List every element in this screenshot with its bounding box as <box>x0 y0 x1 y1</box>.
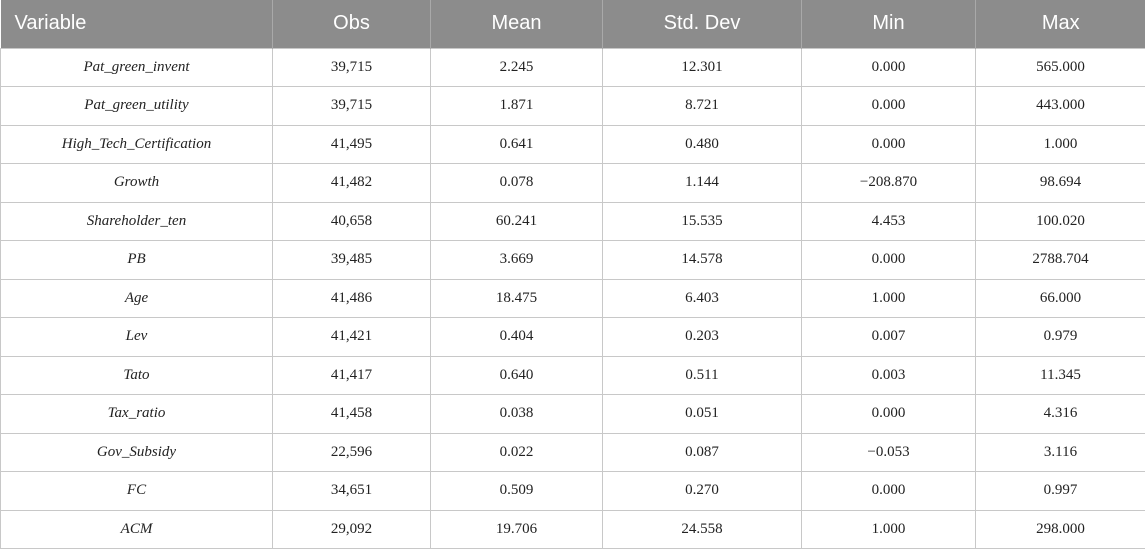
cell-min: 0.007 <box>801 317 976 357</box>
table-row: FC 34,651 0.509 0.270 0.000 0.997 <box>0 471 1145 511</box>
table-row: Age 41,486 18.475 6.403 1.000 66.000 <box>0 278 1145 318</box>
table-row: Pat_green_invent 39,715 2.245 12.301 0.0… <box>0 47 1145 87</box>
cell-mean: 0.641 <box>430 124 603 164</box>
cell-std-dev: 15.535 <box>602 201 802 241</box>
cell-obs: 41,486 <box>272 278 431 318</box>
cell-std-dev: 0.511 <box>602 355 802 395</box>
cell-variable: High_Tech_Certification <box>0 124 273 164</box>
table-row: Shareholder_ten 40,658 60.241 15.535 4.4… <box>0 201 1145 241</box>
table-row: ACM 29,092 19.706 24.558 1.000 298.000 <box>0 509 1145 549</box>
cell-obs: 41,421 <box>272 317 431 357</box>
cell-variable: Pat_green_utility <box>0 86 273 126</box>
cell-obs: 41,458 <box>272 394 431 434</box>
table-row: Lev 41,421 0.404 0.203 0.007 0.979 <box>0 317 1145 357</box>
cell-variable: Tato <box>0 355 273 395</box>
cell-variable: Age <box>0 278 273 318</box>
cell-variable: Growth <box>0 163 273 203</box>
cell-min: 0.000 <box>801 124 976 164</box>
cell-min: 0.000 <box>801 47 976 87</box>
cell-max: 0.997 <box>975 471 1145 511</box>
cell-mean: 0.038 <box>430 394 603 434</box>
cell-variable: Gov_Subsidy <box>0 432 273 472</box>
cell-obs: 41,417 <box>272 355 431 395</box>
table-row: Growth 41,482 0.078 1.144 −208.870 98.69… <box>0 163 1145 203</box>
cell-obs: 34,651 <box>272 471 431 511</box>
cell-variable: PB <box>0 240 273 280</box>
cell-max: 565.000 <box>975 47 1145 87</box>
cell-mean: 60.241 <box>430 201 603 241</box>
cell-min: 0.003 <box>801 355 976 395</box>
table-row: Gov_Subsidy 22,596 0.022 0.087 −0.053 3.… <box>0 432 1145 472</box>
cell-mean: 0.509 <box>430 471 603 511</box>
cell-obs: 41,495 <box>272 124 431 164</box>
cell-max: 11.345 <box>975 355 1145 395</box>
cell-min: 0.000 <box>801 240 976 280</box>
cell-min: −208.870 <box>801 163 976 203</box>
table-row: Tax_ratio 41,458 0.038 0.051 0.000 4.316 <box>0 394 1145 434</box>
cell-obs: 39,715 <box>272 86 431 126</box>
table-row: High_Tech_Certification 41,495 0.641 0.4… <box>0 124 1145 164</box>
table-row: Pat_green_utility 39,715 1.871 8.721 0.0… <box>0 86 1145 126</box>
cell-obs: 39,715 <box>272 47 431 87</box>
cell-max: 100.020 <box>975 201 1145 241</box>
cell-std-dev: 0.480 <box>602 124 802 164</box>
cell-min: 1.000 <box>801 509 976 549</box>
cell-std-dev: 0.270 <box>602 471 802 511</box>
cell-min: 0.000 <box>801 86 976 126</box>
cell-max: 298.000 <box>975 509 1145 549</box>
cell-variable: Pat_green_invent <box>0 47 273 87</box>
cell-min: 0.000 <box>801 471 976 511</box>
header-max: Max <box>975 0 1145 48</box>
cell-mean: 2.245 <box>430 47 603 87</box>
cell-mean: 0.078 <box>430 163 603 203</box>
cell-min: −0.053 <box>801 432 976 472</box>
cell-obs: 39,485 <box>272 240 431 280</box>
cell-obs: 40,658 <box>272 201 431 241</box>
cell-mean: 0.022 <box>430 432 603 472</box>
cell-mean: 3.669 <box>430 240 603 280</box>
header-obs: Obs <box>272 0 431 48</box>
cell-max: 98.694 <box>975 163 1145 203</box>
cell-std-dev: 12.301 <box>602 47 802 87</box>
cell-mean: 0.404 <box>430 317 603 357</box>
cell-max: 0.979 <box>975 317 1145 357</box>
table-row: Tato 41,417 0.640 0.511 0.003 11.345 <box>0 355 1145 395</box>
cell-variable: FC <box>0 471 273 511</box>
cell-max: 443.000 <box>975 86 1145 126</box>
cell-variable: ACM <box>0 509 273 549</box>
cell-std-dev: 1.144 <box>602 163 802 203</box>
cell-std-dev: 0.051 <box>602 394 802 434</box>
cell-mean: 19.706 <box>430 509 603 549</box>
table-row: PB 39,485 3.669 14.578 0.000 2788.704 <box>0 240 1145 280</box>
cell-std-dev: 0.087 <box>602 432 802 472</box>
cell-max: 3.116 <box>975 432 1145 472</box>
cell-std-dev: 24.558 <box>602 509 802 549</box>
cell-obs: 29,092 <box>272 509 431 549</box>
cell-mean: 1.871 <box>430 86 603 126</box>
cell-max: 4.316 <box>975 394 1145 434</box>
cell-min: 1.000 <box>801 278 976 318</box>
cell-variable: Shareholder_ten <box>0 201 273 241</box>
cell-std-dev: 6.403 <box>602 278 802 318</box>
header-row: Variable Obs Mean Std. Dev Min Max <box>0 0 1145 48</box>
cell-variable: Lev <box>0 317 273 357</box>
cell-max: 2788.704 <box>975 240 1145 280</box>
cell-max: 1.000 <box>975 124 1145 164</box>
cell-obs: 41,482 <box>272 163 431 203</box>
header-min: Min <box>801 0 976 48</box>
cell-mean: 18.475 <box>430 278 603 318</box>
cell-std-dev: 8.721 <box>602 86 802 126</box>
cell-min: 4.453 <box>801 201 976 241</box>
header-variable: Variable <box>14 12 87 35</box>
header-mean: Mean <box>430 0 603 48</box>
cell-max: 66.000 <box>975 278 1145 318</box>
cell-variable: Tax_ratio <box>0 394 273 434</box>
cell-mean: 0.640 <box>430 355 603 395</box>
header-std-dev: Std. Dev <box>602 0 802 48</box>
cell-std-dev: 14.578 <box>602 240 802 280</box>
cell-min: 0.000 <box>801 394 976 434</box>
cell-std-dev: 0.203 <box>602 317 802 357</box>
cell-obs: 22,596 <box>272 432 431 472</box>
